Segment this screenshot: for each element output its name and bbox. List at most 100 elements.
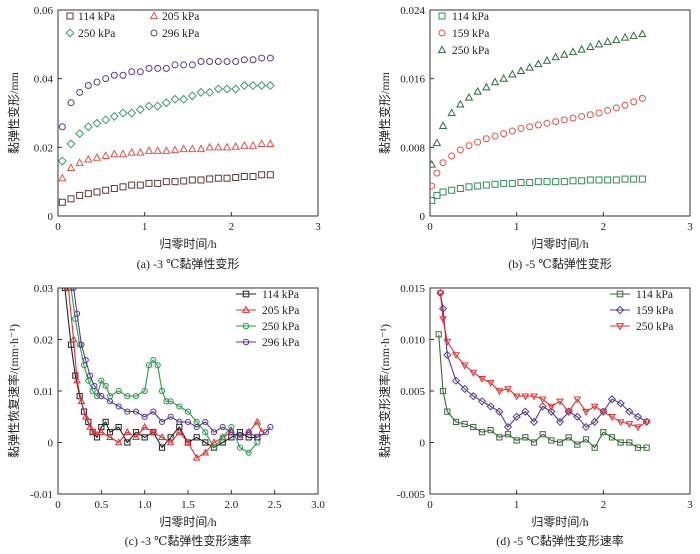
data-point (98, 393, 105, 400)
data-point (132, 393, 140, 400)
data-point (556, 439, 564, 446)
data-point (586, 176, 594, 184)
data-point (582, 408, 590, 416)
data-point (67, 99, 75, 107)
data-point (240, 140, 249, 149)
data-point (452, 352, 460, 360)
data-point (435, 331, 442, 338)
data-point (118, 108, 128, 118)
y-tick-label: 0 (420, 438, 426, 450)
chart-panel-2: 0 1 2 3 0 0.008 0.016 0.024 归零时间/h 黏弹性变形/mm (b) -5… (377, 5, 693, 271)
data-point (439, 387, 447, 395)
data-point (643, 444, 650, 451)
y-tick-label: 0.03 (34, 283, 54, 295)
data-point (158, 433, 166, 441)
data-point (154, 179, 162, 187)
x-tick-label: 3 (687, 221, 693, 233)
data-point (219, 434, 226, 441)
data-point (78, 341, 85, 348)
data-point (76, 341, 83, 348)
y-tick-label: 0 (420, 211, 426, 223)
data-point (67, 195, 75, 203)
series-159-kpa (430, 94, 646, 190)
data-point (547, 403, 556, 411)
data-point (625, 421, 634, 429)
series-250-kpa (436, 290, 651, 432)
data-point (188, 61, 196, 69)
data-point (620, 32, 630, 41)
data-point (478, 375, 486, 383)
data-point (240, 173, 248, 181)
data-point (568, 47, 578, 56)
data-point (265, 81, 275, 91)
data-point (534, 59, 543, 68)
data-point (64, 288, 73, 291)
data-point (634, 424, 642, 432)
data-point (84, 154, 93, 163)
data-point (621, 101, 629, 109)
data-point (266, 54, 274, 62)
data-point (512, 393, 521, 401)
data-point (555, 417, 565, 427)
data-point (75, 129, 85, 139)
data-point (231, 84, 241, 94)
data-point (153, 101, 163, 111)
data-point (90, 427, 99, 435)
y-axis-label: 黏弹性变形/mm (6, 71, 21, 154)
data-point (262, 429, 270, 436)
data-point (197, 58, 205, 65)
data-point (118, 149, 128, 158)
data-point (236, 444, 244, 451)
data-point (110, 149, 119, 158)
data-point (206, 58, 214, 65)
series-line (73, 288, 271, 439)
data-point (504, 386, 512, 394)
data-point (491, 132, 499, 140)
legend-marker (242, 290, 250, 298)
data-point (249, 173, 257, 181)
data-point (447, 108, 456, 117)
x-tick-label: 1 (142, 221, 148, 233)
data-point (192, 453, 201, 461)
data-point (612, 176, 620, 184)
y-tick-label: 0.005 (400, 386, 425, 398)
data-point (171, 178, 179, 186)
data-point (86, 422, 94, 430)
data-point (197, 176, 205, 184)
data-point (461, 420, 468, 428)
data-point (150, 357, 157, 364)
data-point (470, 423, 477, 431)
data-point (245, 429, 252, 436)
data-point (110, 71, 118, 79)
data-point (123, 427, 132, 435)
series-250-kpa (430, 29, 647, 168)
data-point (538, 402, 547, 411)
data-point (81, 412, 90, 420)
data-point (508, 127, 516, 135)
data-point (93, 78, 101, 86)
data-point (460, 384, 469, 394)
data-point (517, 124, 525, 132)
data-point (70, 288, 77, 292)
data-point (604, 106, 612, 114)
data-point (245, 449, 252, 456)
data-point (140, 422, 149, 430)
data-point (257, 81, 267, 91)
data-point (223, 58, 231, 65)
data-point (604, 176, 612, 184)
data-point (102, 186, 110, 194)
data-point (219, 423, 226, 431)
data-point (228, 429, 235, 436)
series-159-kpa (436, 289, 651, 432)
legend-marker (438, 12, 446, 20)
data-point (97, 427, 106, 435)
data-point (452, 418, 460, 425)
legend-marker (615, 305, 625, 315)
data-point (430, 197, 436, 205)
data-point (490, 77, 500, 86)
x-tick-label: 2.5 (268, 499, 282, 511)
data-point (102, 75, 110, 83)
data-point (500, 179, 508, 187)
legend-marker (242, 338, 250, 346)
